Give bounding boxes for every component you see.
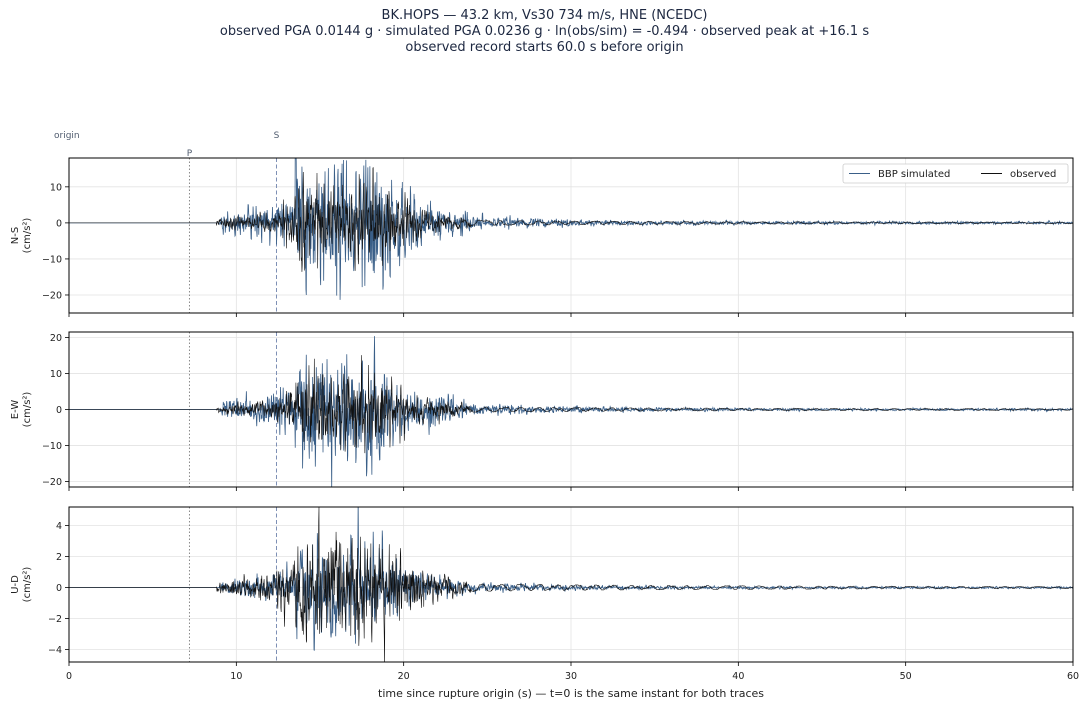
y-tick-label: −10 [42,441,62,452]
y-tick-label: −2 [48,614,62,625]
y-axis-component-label: N-S [10,227,21,244]
y-tick-label: −20 [42,477,62,488]
y-tick-label: 0 [56,218,62,229]
legend-label-observed: observed [1010,169,1056,180]
y-tick-label: 20 [50,333,62,344]
legend-label-simulated: BBP simulated [878,169,950,180]
y-tick-label: 4 [56,521,62,532]
origin-marker-label: origin [54,131,80,141]
y-axis-unit-label: (cm/s²) [22,392,33,428]
x-tick-label: 20 [398,671,410,682]
legend-box [842,163,1069,184]
y-tick-label: 0 [56,405,62,416]
observed-trace [69,167,1073,272]
y-tick-label: −4 [48,645,62,656]
title-line-record-start: observed record starts 60.0 s before ori… [405,40,684,55]
observed-trace [69,507,1073,662]
y-tick-label: 0 [56,583,62,594]
simulated-trace [69,336,1073,487]
y-axis-component-label: U-D [10,575,21,594]
figure-title: BK.HOPS — 43.2 km, Vs30 734 m/s, HNE (NC… [0,8,1089,56]
title-line-station: BK.HOPS — 43.2 km, Vs30 734 m/s, HNE (NC… [381,8,708,23]
y-axis-unit-label: (cm/s²) [22,218,33,254]
y-tick-label: −20 [42,290,62,301]
y-tick-label: 10 [50,182,62,193]
x-tick-label: 60 [1067,671,1079,682]
y-tick-label: 2 [56,552,62,563]
x-tick-label: 30 [565,671,577,682]
simulated-trace [69,507,1073,651]
title-line-pga: observed PGA 0.0144 g · simulated PGA 0.… [219,24,870,39]
y-tick-label: 10 [50,369,62,380]
y-tick-label: −10 [42,254,62,265]
x-axis-label: time since rupture origin (s) — t=0 is t… [378,687,764,700]
x-tick-label: 50 [900,671,912,682]
x-tick-label: 10 [230,671,242,682]
x-tick-label: 0 [66,671,72,682]
y-axis-component-label: E-W [10,400,21,420]
p-marker-label: P [187,149,193,159]
y-axis-unit-label: (cm/s²) [22,567,33,603]
s-marker-label: S [274,131,280,141]
x-tick-label: 40 [732,671,744,682]
observed-trace [69,355,1073,454]
